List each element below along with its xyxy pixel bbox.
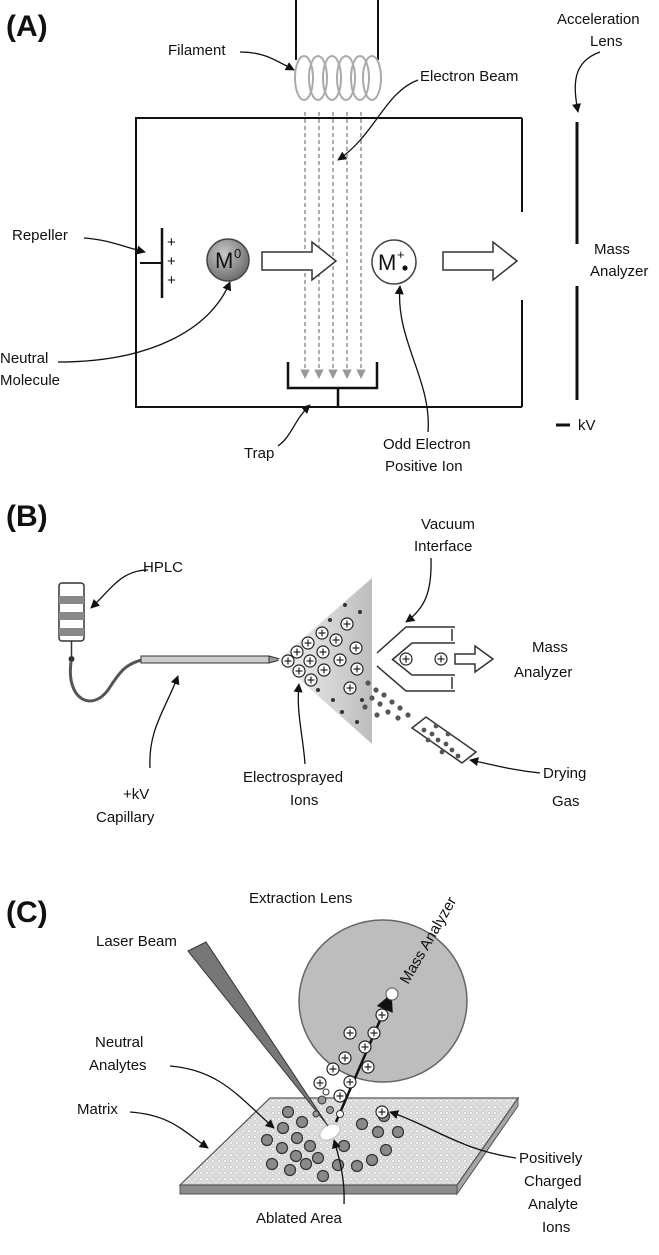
ion-superscript: + <box>397 247 405 262</box>
repeller-charge-2: + <box>167 253 176 270</box>
ion-source-chamber <box>135 117 523 408</box>
hollow-arrow-b <box>454 644 495 674</box>
hollow-arrow-2 <box>442 240 519 282</box>
laser-beam-label: Laser Beam <box>96 933 177 950</box>
electrosprayed-label-1: Electrosprayed <box>243 769 343 786</box>
positive-label-2: Charged <box>524 1173 582 1190</box>
electrospray-capillary <box>140 655 284 664</box>
electrosprayed-ion-cloud <box>281 603 364 724</box>
trap <box>286 362 379 407</box>
panel-c-letter: (C) <box>6 896 48 929</box>
hplc-column <box>58 582 85 662</box>
panel-a-letter: (A) <box>6 10 48 43</box>
ion-symbol: M <box>378 250 396 275</box>
mass-analyzer-b-label-1: Mass <box>532 639 568 656</box>
molecule-superscript: 0 <box>234 246 241 261</box>
hollow-arrow-1 <box>261 240 338 282</box>
filament-label: Filament <box>168 42 226 59</box>
extraction-lens-label: Extraction Lens <box>249 890 352 907</box>
laser-beam <box>187 941 329 1127</box>
drying-gas-stream <box>362 680 411 721</box>
matrix-label: Matrix <box>77 1101 118 1118</box>
panel-c-callouts <box>129 1065 517 1205</box>
neutral-molecule: M 0 <box>206 238 250 282</box>
mass-analyzer-a-label-2: Analyzer <box>590 263 648 280</box>
odd-ion-label-2: Positive Ion <box>385 458 463 475</box>
capillary-label-1: +kV <box>123 786 149 803</box>
ablated-area <box>319 1123 341 1141</box>
electron-beam-label: Electron Beam <box>420 68 518 85</box>
vacuum-label-1: Vacuum <box>421 516 475 533</box>
desorbed-ions <box>312 1008 389 1119</box>
hplc-tubing <box>68 658 143 703</box>
neutral-analytes-label-1: Neutral <box>95 1034 143 1051</box>
neutral-molecule-label-2: Molecule <box>0 372 60 389</box>
panel-c: (C) <box>6 890 583 1236</box>
drying-gas-nozzle <box>410 716 478 764</box>
trap-label: Trap <box>244 445 274 462</box>
filament <box>294 0 382 101</box>
positive-label-4: Ions <box>542 1219 570 1236</box>
acceleration-label-2: Lens <box>590 33 623 50</box>
mass-analyzer-b-label-2: Analyzer <box>514 664 572 681</box>
electrosprayed-label-2: Ions <box>290 792 318 809</box>
capillary-label-2: Capillary <box>96 809 155 826</box>
odd-ion-label-1: Odd Electron <box>383 436 471 453</box>
kv-label: kV <box>578 417 596 434</box>
panel-b-callouts <box>90 557 541 774</box>
acceleration-lens <box>556 122 579 427</box>
repeller-charge-1: + <box>167 234 176 251</box>
panel-b: (B) <box>6 500 586 826</box>
panel-a-callouts <box>57 51 601 447</box>
vacuum-label-2: Interface <box>414 538 472 555</box>
repeller-plate: + + + <box>140 228 176 298</box>
panel-a: (A) + + + <box>0 0 648 475</box>
repeller-label: Repeller <box>12 227 68 244</box>
repeller-charge-3: + <box>167 272 176 289</box>
positive-label-3: Analyte <box>528 1196 578 1213</box>
mass-analyzer-a-label-1: Mass <box>594 241 630 258</box>
molecule-symbol: M <box>215 248 233 273</box>
ablated-area-label: Ablated Area <box>256 1210 343 1227</box>
neutral-molecule-label-1: Neutral <box>0 350 48 367</box>
drying-label-1: Drying <box>543 765 586 782</box>
hplc-label: HPLC <box>143 559 183 576</box>
positive-ion: M + <box>371 239 417 285</box>
vacuum-interface <box>376 626 455 692</box>
positive-label-1: Positively <box>519 1150 583 1167</box>
acceleration-label-1: Acceleration <box>557 11 640 28</box>
extraction-lens-disk <box>298 919 468 1083</box>
panel-b-letter: (B) <box>6 500 48 533</box>
neutral-analytes-label-2: Analytes <box>89 1057 147 1074</box>
drying-label-2: Gas <box>552 793 580 810</box>
